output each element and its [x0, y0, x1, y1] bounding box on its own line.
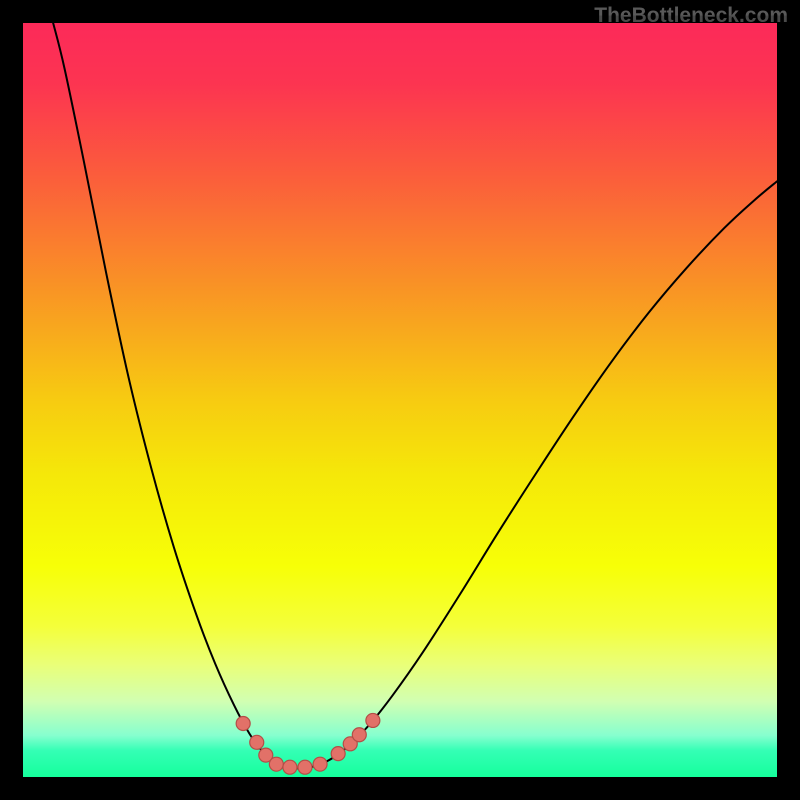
curve-marker — [236, 716, 250, 730]
watermark: TheBottleneck.com — [558, 3, 788, 30]
plot-area — [23, 23, 777, 777]
curve-marker — [298, 760, 312, 774]
curve-marker — [331, 747, 345, 761]
curve-layer — [23, 23, 777, 777]
watermark-text: TheBottleneck.com — [594, 4, 788, 27]
curve-marker — [269, 757, 283, 771]
curve-marker — [366, 713, 380, 727]
curve-path — [53, 23, 777, 768]
curve-marker — [352, 728, 366, 742]
curve-marker — [313, 757, 327, 771]
curve-marker — [250, 735, 264, 749]
curve-marker — [283, 760, 297, 774]
